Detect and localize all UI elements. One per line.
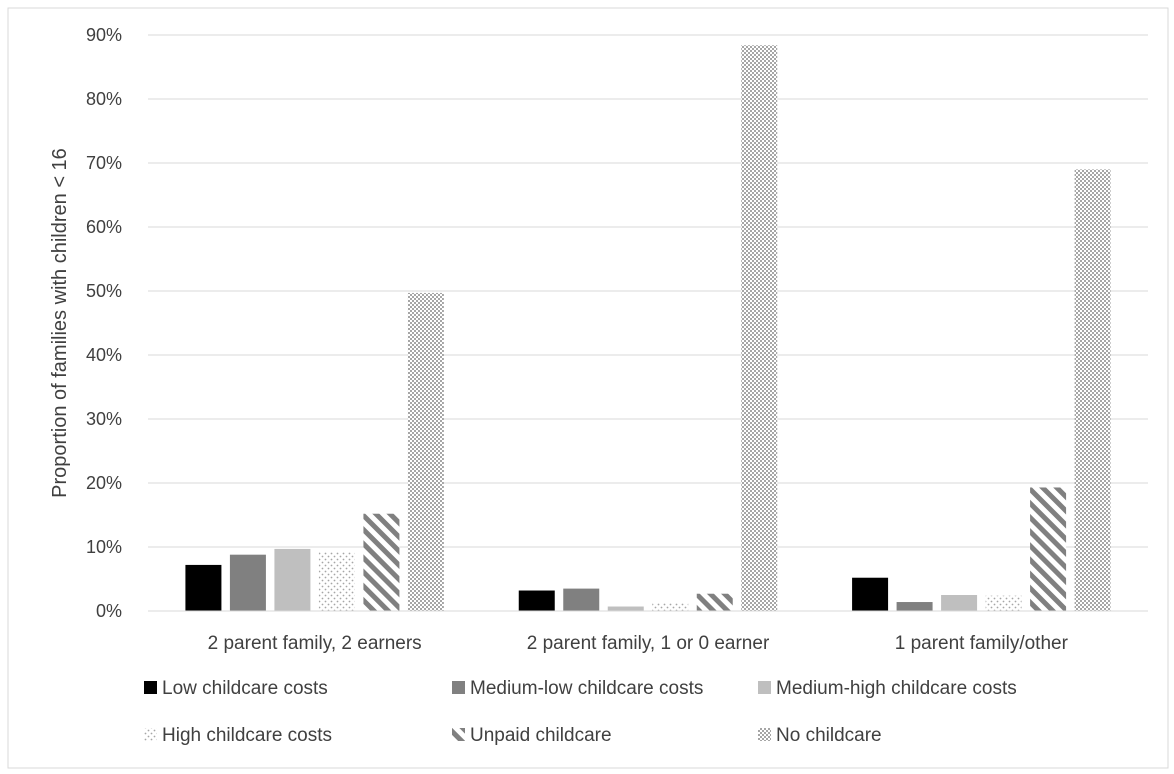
bar-no-childcare-1 — [407, 292, 444, 611]
y-tick-label: 10% — [86, 537, 122, 557]
chart-border — [7, 7, 1169, 769]
bar-low-childcare-costs-2 — [518, 590, 555, 611]
legend-swatch — [452, 681, 465, 694]
y-tick-label: 80% — [86, 89, 122, 109]
bar-high-childcare-costs-1 — [318, 552, 355, 611]
legend-swatch — [144, 728, 157, 741]
legend-swatch — [144, 681, 157, 694]
legend-label: Low childcare costs — [162, 678, 328, 699]
bar-no-childcare-2 — [741, 45, 778, 612]
bar-medium-high-childcare-costs-2 — [607, 606, 644, 611]
bar-medium-low-childcare-costs-2 — [563, 588, 600, 611]
legend-item: Unpaid childcare — [452, 725, 612, 746]
y-tick-label: 20% — [86, 473, 122, 493]
bar-unpaid-childcare-2 — [696, 593, 733, 611]
y-tick-label: 30% — [86, 409, 122, 429]
legend-label: Medium-high childcare costs — [776, 678, 1017, 699]
bar-unpaid-childcare-1 — [363, 513, 400, 611]
legend-swatch — [452, 728, 465, 741]
bar-medium-high-childcare-costs-1 — [274, 548, 311, 611]
bar-medium-low-childcare-costs-1 — [229, 554, 266, 611]
y-tick-label: 90% — [86, 25, 122, 45]
bar-medium-high-childcare-costs-3 — [941, 595, 978, 611]
y-tick-label: 40% — [86, 345, 122, 365]
legend-item: Medium-low childcare costs — [452, 678, 703, 699]
bar-low-childcare-costs-3 — [852, 577, 889, 611]
x-category-label: 2 parent family, 1 or 0 earner — [527, 633, 770, 654]
legend-item: Low childcare costs — [144, 678, 328, 699]
bar-high-childcare-costs-3 — [985, 595, 1022, 611]
legend-label: High childcare costs — [162, 725, 332, 746]
legend-label: No childcare — [776, 725, 882, 746]
bar-high-childcare-costs-2 — [652, 603, 689, 611]
legend-swatch — [758, 728, 771, 741]
x-category-label: 2 parent family, 2 earners — [208, 633, 422, 654]
x-category-label: 1 parent family/other — [895, 633, 1069, 654]
bar-unpaid-childcare-3 — [1030, 487, 1067, 611]
y-axis-label: Proportion of families with children < 1… — [49, 148, 71, 498]
y-tick-label: 60% — [86, 217, 122, 237]
y-tick-label: 0% — [96, 601, 122, 621]
legend-item: High childcare costs — [144, 725, 332, 746]
y-tick-label: 70% — [86, 153, 122, 173]
bar-medium-low-childcare-costs-3 — [896, 602, 933, 611]
y-tick-label: 50% — [86, 281, 122, 301]
legend-item: No childcare — [758, 725, 882, 746]
legend-label: Medium-low childcare costs — [470, 678, 703, 699]
legend-label: Unpaid childcare — [470, 725, 612, 746]
bar-no-childcare-3 — [1074, 169, 1111, 611]
legend-item: Medium-high childcare costs — [758, 678, 1017, 699]
bar-low-childcare-costs-1 — [185, 564, 222, 611]
legend-swatch — [758, 681, 771, 694]
